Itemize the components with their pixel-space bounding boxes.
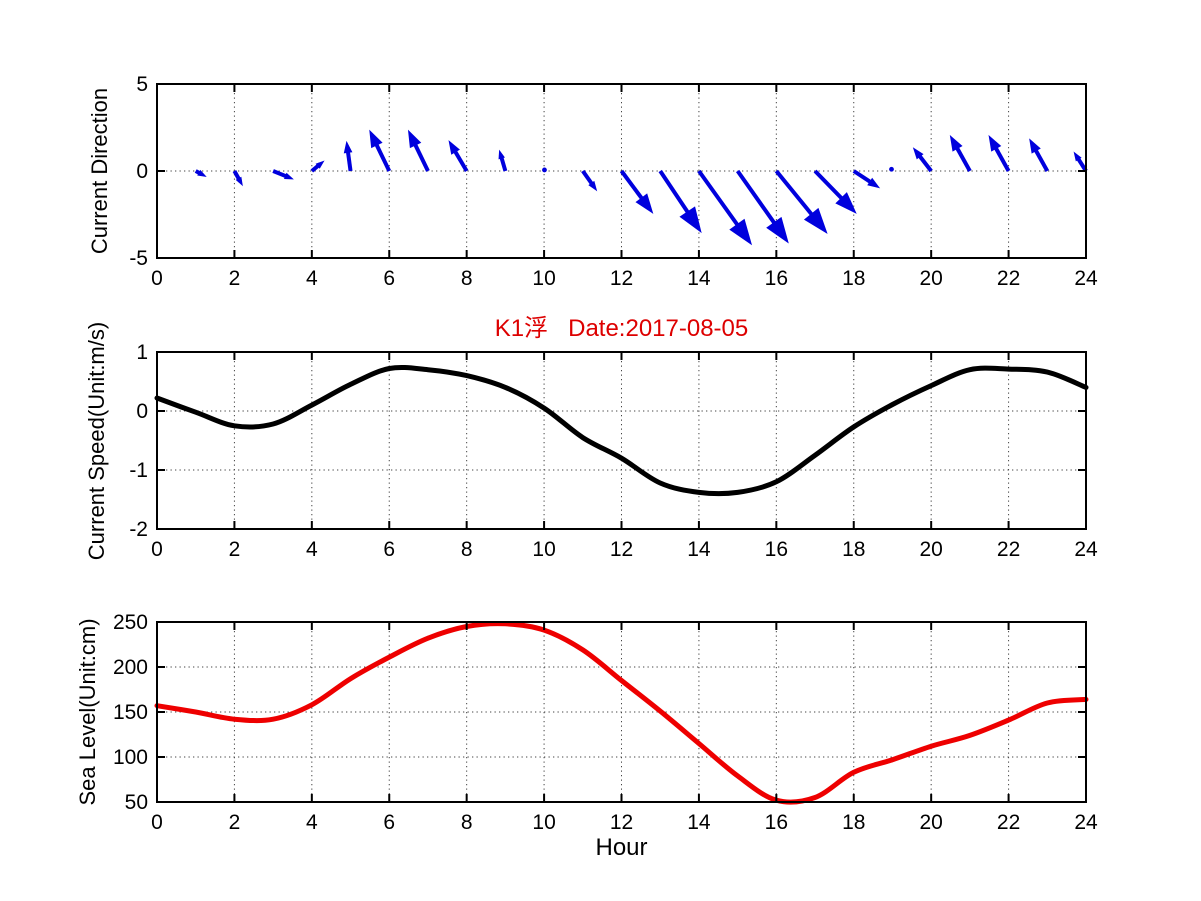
tick-label: 1 [136,341,148,364]
tick-label: -5 [129,247,148,270]
xlabel-hour: Hour [595,834,648,861]
tick-label: 100 [113,746,148,769]
arrow-shaft [697,169,745,234]
current-arrows [194,129,1088,246]
arrow-head [988,134,1002,152]
tick-label: 150 [113,701,148,724]
arrow-dot [542,167,547,173]
current-speed-curve [154,365,1089,497]
tick-label: 5 [136,73,148,96]
arrow-shaft [735,169,782,232]
tick-label: 20 [919,811,942,834]
grid-lines [157,352,1086,529]
tick-label: 12 [610,538,633,561]
figure-title: K1浮 Date:2017-08-05 [494,315,749,342]
tick-label: 20 [919,538,942,561]
tick-label: 50 [125,791,148,814]
arrow-head [912,147,924,160]
tick-label: 18 [842,538,865,561]
tick-label: -2 [129,518,148,541]
arrow-head [448,140,460,155]
tick-label: 4 [306,538,318,561]
tick-label: 200 [113,656,148,679]
grid-lines [157,622,1086,802]
plot-current-direction: 0 2 4 6 8 10 12 14 16 18 20 22 24-505 [129,73,1098,290]
tick-label: 18 [842,811,865,834]
tick-label: 4 [306,267,318,290]
tick-label: 2 [229,267,241,290]
tick-label: 8 [461,538,473,561]
tick-label: 16 [765,267,788,290]
tick-label: 22 [997,538,1020,561]
arrow-head [679,206,702,234]
sea-level-curve [154,621,1089,805]
tick-label: 10 [532,538,555,561]
arrow-head [1029,138,1041,154]
tick-label: 24 [1074,811,1098,834]
axes-box [156,351,1087,530]
ylabel-current-direction: Current Direction [87,87,112,255]
tick-label: -1 [129,459,148,482]
arrow-head [369,129,383,149]
arrow-head [729,218,753,246]
arrow-head [1073,151,1082,162]
tick-label: 8 [461,811,473,834]
tick-label: 22 [997,811,1020,834]
tick-label: 24 [1074,267,1098,290]
tick-label: 0 [151,811,163,834]
tick-labels: 0 2 4 6 8 10 12 14 16 18 20 22 24-505 [129,73,1098,290]
tick-label: 0 [151,267,163,290]
tick-label: 12 [610,267,633,290]
axes-box [156,621,1087,803]
tick-label: 8 [461,267,473,290]
arrow-head [235,176,243,187]
tick-label: 2 [229,538,241,561]
tick-label: 0 [136,400,148,423]
tick-label: 6 [383,811,395,834]
arrow-head [315,160,325,169]
tick-labels: 0 2 4 6 8 10 12 14 16 18 20 22 24-2-101 [129,341,1098,561]
ylabel-sea-level: Sea Level(Unit:cm) [75,618,100,806]
tick-label: 22 [997,267,1020,290]
axes-box [156,83,1087,259]
plot-current-speed: 0 2 4 6 8 10 12 14 16 18 20 22 24-2-101 [129,341,1098,561]
arrow-head [949,134,963,152]
arrow-head [835,192,857,214]
tick-label: 14 [687,811,711,834]
arrow-head [283,172,294,180]
tick-label: 18 [842,267,865,290]
tick-label: 14 [687,267,711,290]
arrow-head [803,207,828,234]
ylabel-current-speed: Current Speed(Unit:m/s) [84,321,109,561]
tick-label: 20 [919,267,942,290]
arrow-head [867,177,881,189]
tick-label: 6 [383,267,395,290]
arrow-head [766,216,789,244]
arrow-head [498,149,505,160]
arrow-dot [889,166,894,172]
tick-label: 0 [136,160,148,183]
tick-label: 0 [151,538,163,561]
arrow-shaft [774,169,820,223]
tick-label: 16 [765,538,788,561]
tick-label: 16 [765,811,788,834]
tick-label: 6 [383,538,395,561]
arrow-head [343,140,353,154]
arrow-head [588,180,598,192]
tick-label: 10 [532,267,555,290]
tick-label: 2 [229,811,241,834]
arrow-head [197,169,207,177]
arrow-head [635,193,654,214]
arrow-head [407,129,422,149]
tick-label: 24 [1074,538,1098,561]
tick-label: 4 [306,811,318,834]
tick-label: 250 [113,611,148,634]
tick-label: 10 [532,811,555,834]
tick-label: 14 [687,538,711,561]
tick-label: 12 [610,811,633,834]
